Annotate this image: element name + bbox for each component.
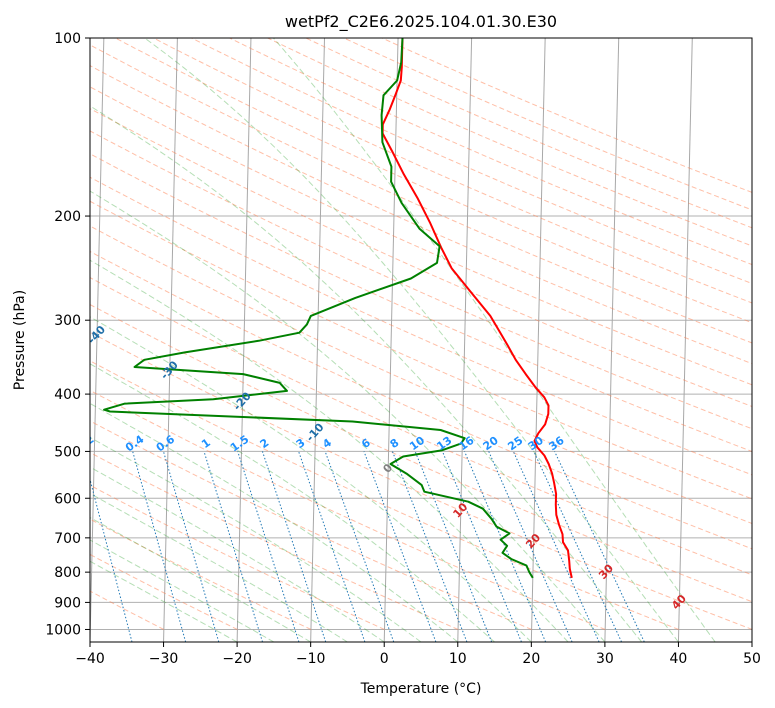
y-tick-label: 700	[54, 531, 81, 547]
y-tick-label: 800	[54, 565, 81, 581]
y-tick-label: 200	[54, 209, 81, 225]
isotherm-line	[457, 38, 473, 642]
isotherm-line	[383, 38, 399, 642]
dry-adiabat-line	[90, 277, 752, 576]
mixing-ratio-label: 0.2	[73, 433, 96, 455]
dry-adiabat-line	[115, 38, 752, 324]
dry-adiabat-line	[90, 331, 752, 630]
mixing-ratio-line	[441, 451, 522, 642]
moist-adiabat-line	[90, 466, 385, 642]
dry-adiabat-line	[90, 250, 752, 550]
mixing-ratio-line	[554, 451, 645, 642]
y-tick-label: 900	[54, 595, 81, 611]
dry-adiabat-line	[305, 38, 752, 229]
mixing-ratio-line	[464, 451, 547, 642]
dry-adiabat-line	[90, 484, 385, 630]
dry-adiabat-line	[90, 153, 752, 453]
mixing-ratio-line	[363, 451, 437, 642]
moist-adiabat-line	[90, 259, 569, 642]
chart-title: wetPf2_C2E6.2025.104.01.30.E30	[285, 12, 557, 32]
moist-adiabat-line	[144, 38, 679, 642]
mixing-ratio-line	[132, 451, 187, 642]
x-tick-label: 10	[449, 651, 467, 667]
plot-background	[90, 38, 752, 642]
moist-adiabat-line	[90, 436, 422, 642]
dry-adiabat-line	[343, 38, 752, 211]
x-tick-label: −20	[222, 651, 252, 667]
x-axis: −40 −30 −20 −10 0 10 20 30 40 50	[75, 642, 761, 667]
x-tick-label: 40	[670, 651, 688, 667]
x-tick-label: 20	[522, 651, 540, 667]
moist-adiabat-line	[90, 190, 606, 642]
grid-layer	[90, 38, 752, 642]
x-axis-label: Temperature (°C)	[360, 681, 482, 697]
dry-adiabat-line	[229, 38, 752, 266]
y-tick-label: 1000	[45, 622, 81, 638]
y-tick-label: 100	[54, 31, 81, 47]
isotherm-line	[677, 38, 693, 642]
dry-adiabat-line	[90, 451, 459, 630]
dewpoint-profile-line	[103, 38, 534, 579]
x-tick-label: −10	[296, 651, 326, 667]
mixing-ratio-line	[90, 477, 133, 642]
y-tick-label: 600	[54, 491, 81, 507]
isotherm-line	[163, 38, 178, 642]
y-axis: 100 200 300 400 500 600 700 800 900 1000	[45, 31, 90, 638]
isotherm-line	[90, 38, 105, 642]
y-tick-label: 500	[54, 444, 81, 460]
x-tick-label: −40	[75, 651, 105, 667]
dry-adiabat-line	[90, 200, 752, 500]
dry-adiabat-line	[90, 86, 752, 386]
dry-adiabat-line	[90, 389, 606, 630]
mixing-ratio-line	[391, 451, 468, 642]
x-tick-label: 30	[596, 651, 614, 667]
mixing-ratio-line	[162, 451, 220, 642]
moist-adiabat-line	[90, 105, 643, 642]
x-tick-label: 0	[380, 651, 389, 667]
moist-adiabat-line	[90, 492, 348, 642]
y-axis-label: Pressure (hPa)	[12, 290, 28, 390]
mixing-ratio-line	[324, 451, 395, 642]
x-tick-label: −30	[149, 651, 179, 667]
dry-adiabat-line	[90, 130, 752, 430]
dry-adiabat-line	[90, 360, 679, 630]
dry-adiabat-line	[90, 44, 752, 344]
isotherm-line	[236, 38, 252, 642]
moist-adiabat-line	[90, 316, 532, 642]
mixing-ratio-line	[298, 451, 366, 642]
y-tick-label: 400	[54, 387, 81, 403]
dry-adiabat-line	[90, 420, 532, 630]
y-tick-label: 300	[54, 313, 81, 329]
plot-frame	[89, 37, 753, 643]
moist-adiabat-line	[90, 539, 275, 642]
profile-layer	[103, 38, 573, 579]
mixing-ratio-line	[414, 451, 493, 642]
moist-adiabat-line	[273, 38, 716, 642]
dry-adiabat-line	[191, 38, 752, 285]
x-tick-label: 50	[743, 651, 761, 667]
